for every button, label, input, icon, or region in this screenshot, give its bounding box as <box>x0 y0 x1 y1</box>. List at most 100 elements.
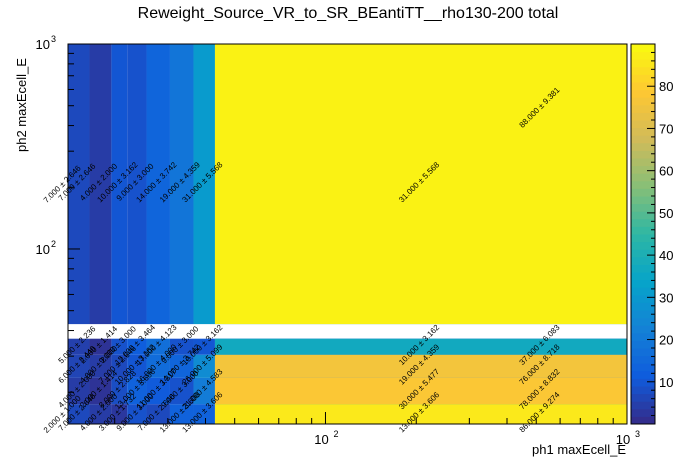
colorbar-band <box>631 234 655 243</box>
heatmap-cell <box>193 338 215 355</box>
colorbar-band <box>631 302 655 311</box>
heatmap-cell <box>127 44 147 325</box>
colorbar-band <box>631 401 655 410</box>
colorbar-band <box>631 317 655 326</box>
heatmap-cell <box>169 338 194 355</box>
heatmap-cell <box>68 354 90 378</box>
colorbar-band <box>631 44 655 53</box>
colorbar-tick-label: 50 <box>659 206 673 221</box>
colorbar-band <box>631 196 655 205</box>
colorbar-band <box>631 325 655 334</box>
heatmap-cell-wide <box>214 377 627 405</box>
heatmap-cell <box>89 377 112 405</box>
heatmap-cell-wide <box>214 354 627 378</box>
colorbar-band <box>631 264 655 273</box>
colorbar-band <box>631 59 655 68</box>
heatmap-cell <box>127 354 147 378</box>
heatmap-cell <box>193 44 215 325</box>
heatmap-cell-wide <box>214 404 627 424</box>
heatmap-cell <box>68 377 90 405</box>
colorbar-band <box>631 203 655 212</box>
colorbar-band <box>631 104 655 113</box>
heatmap-cell <box>193 404 215 424</box>
colorbar-frame <box>630 43 656 425</box>
colorbar-band <box>631 393 655 402</box>
heatmap-cell <box>111 44 128 325</box>
heatmap-cell-wide <box>214 338 627 355</box>
heatmap-cell <box>89 354 112 378</box>
heatmap-cell <box>89 338 112 355</box>
heatmap-cell <box>111 338 128 355</box>
colorbar-tick-label: 30 <box>659 290 673 305</box>
colorbar-tick-label: 80 <box>659 79 673 94</box>
x-tick-label-exponent: 2 <box>333 429 338 439</box>
heatmap-cell <box>169 354 194 378</box>
colorbar-band <box>631 363 655 372</box>
colorbar-band <box>631 279 655 288</box>
colorbar-band <box>631 150 655 159</box>
colorbar-band <box>631 332 655 341</box>
heatmap-cell <box>146 354 170 378</box>
colorbar-band <box>631 74 655 83</box>
colorbar-band <box>631 127 655 136</box>
colorbar-band <box>631 226 655 235</box>
heatmap-cell <box>169 377 194 405</box>
y-tick-label-exponent: 3 <box>51 34 56 44</box>
heatmap-cell <box>127 404 147 424</box>
colorbar-band <box>631 287 655 296</box>
colorbar-band <box>631 386 655 395</box>
colorbar-band <box>631 370 655 379</box>
colorbar-band <box>631 142 655 151</box>
plot-frame <box>67 43 628 425</box>
colorbar-tick-label: 10 <box>659 375 673 390</box>
colorbar-band <box>631 211 655 220</box>
x-axis-label: ph1 maxEcell_E <box>532 442 626 457</box>
colorbar-band <box>631 120 655 129</box>
colorbar-band <box>631 97 655 106</box>
heatmap-cell <box>169 44 194 325</box>
colorbar-band <box>631 310 655 319</box>
colorbar-band <box>631 135 655 144</box>
colorbar-band <box>631 272 655 281</box>
colorbar-band <box>631 112 655 121</box>
colorbar-tick-label: 20 <box>659 333 673 348</box>
heatmap-cell <box>169 404 194 424</box>
heatmap-cell <box>68 44 90 325</box>
heatmap-cell <box>146 377 170 405</box>
heatmap-cells <box>68 44 627 424</box>
colorbar-tick-label: 40 <box>659 248 673 263</box>
heatmap-cell <box>146 338 170 355</box>
colorbar-band <box>631 180 655 189</box>
chart-title: Reweight_Source_VR_to_SR_BEantiTT__rho13… <box>137 5 559 22</box>
colorbar-band <box>631 51 655 60</box>
colorbar-band <box>631 256 655 265</box>
x-tick-label: 10 <box>314 432 328 447</box>
heatmap-cell <box>193 377 215 405</box>
heatmap-cell <box>68 404 90 424</box>
colorbar-band <box>631 355 655 364</box>
colorbar-band <box>631 66 655 75</box>
heatmap-cell <box>89 44 112 325</box>
colorbar: 10 20 30 40 50 60 70 80 <box>630 43 673 425</box>
colorbar-band <box>631 348 655 357</box>
colorbar-band <box>631 89 655 98</box>
heatmap-cell <box>68 338 90 355</box>
axes: 10 2 10 310 210 3 <box>36 34 640 447</box>
colorbar-band <box>631 408 655 417</box>
y-tick-label-exponent: 2 <box>51 239 56 249</box>
x-tick-label-exponent: 3 <box>635 429 640 439</box>
heatmap-cell <box>146 44 170 325</box>
heatmap-cell <box>146 404 170 424</box>
colorbar-band <box>631 241 655 250</box>
heatmap-cell <box>111 377 128 405</box>
heatmap-cell <box>89 404 112 424</box>
y-tick-label: 10 <box>36 37 50 52</box>
heatmap-cell-wide <box>214 44 627 325</box>
colorbar-tick-label: 60 <box>659 164 673 179</box>
colorbar-band <box>631 416 655 425</box>
heatmap-cell <box>193 354 215 378</box>
colorbar-band <box>631 82 655 91</box>
y-tick-label: 10 <box>36 242 50 257</box>
colorbar-tick-label: 70 <box>659 121 673 136</box>
